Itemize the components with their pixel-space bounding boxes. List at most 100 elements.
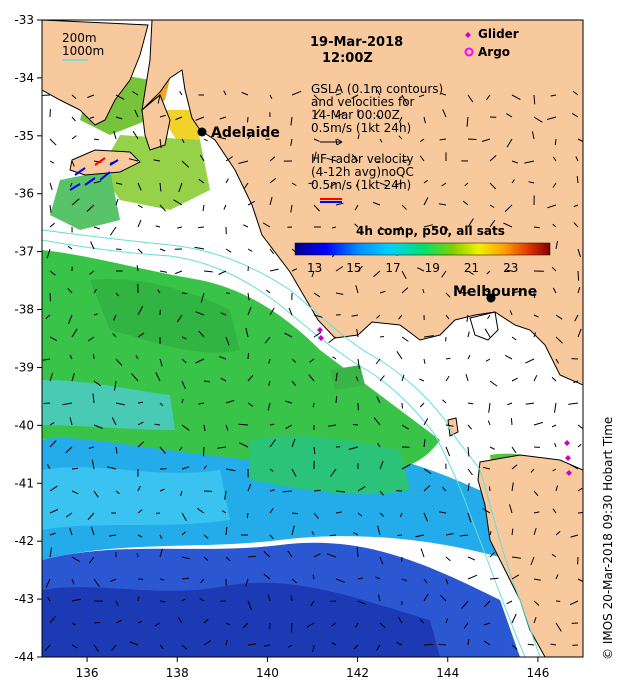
velocity-arrow	[509, 504, 513, 514]
velocity-arrow	[445, 556, 451, 562]
velocity-arrow	[107, 466, 117, 470]
velocity-arrow	[399, 512, 403, 518]
velocity-arrow	[379, 336, 385, 338]
velocity-arrow	[415, 534, 425, 538]
velocity-arrow	[328, 336, 337, 343]
y-tick-label: -40	[14, 418, 34, 432]
velocity-arrow	[533, 490, 539, 497]
velocity-arrow	[577, 328, 582, 338]
velocity-arrow	[181, 380, 186, 389]
velocity-arrow	[438, 643, 447, 646]
velocity-arrow	[267, 594, 271, 602]
velocity-arrow	[195, 358, 205, 364]
velocity-arrow	[198, 178, 205, 184]
velocity-arrow	[488, 486, 491, 492]
velocity-arrow	[291, 468, 297, 477]
velocity-arrow	[375, 576, 381, 580]
colorbar-ramp	[294, 242, 551, 256]
velocity-arrow	[418, 94, 425, 98]
velocity-arrow	[137, 596, 140, 602]
velocity-arrow	[511, 377, 518, 382]
velocity-arrow	[225, 556, 231, 562]
velocity-arrow	[394, 226, 403, 231]
annotation-line-5: HF radar velocity	[311, 152, 414, 166]
velocity-arrow	[555, 358, 559, 364]
velocity-arrow	[93, 380, 102, 387]
velocity-arrow	[137, 204, 143, 209]
velocity-arrow	[159, 138, 162, 148]
credit-text: © IMOS 20-Mar-2018 09:30 Hobart Time	[601, 417, 615, 660]
velocity-arrow	[313, 109, 321, 118]
velocity-arrow	[397, 616, 403, 624]
velocity-arrow	[115, 446, 118, 454]
velocity-arrow	[576, 176, 579, 184]
velocity-arrow	[220, 377, 227, 382]
velocity-arrow	[269, 156, 276, 162]
velocity-arrow	[71, 644, 78, 649]
velocity-arrow	[335, 396, 338, 404]
velocity-arrow	[489, 551, 495, 558]
velocity-arrow	[49, 547, 53, 558]
velocity-arrow	[506, 600, 513, 605]
velocity-arrow	[71, 198, 80, 206]
velocity-arrow	[375, 115, 381, 118]
velocity-arrow	[461, 600, 469, 609]
velocity-arrow	[489, 380, 498, 387]
velocity-arrow	[379, 490, 384, 496]
velocity-arrow	[401, 270, 407, 279]
velocity-arrow	[467, 218, 474, 228]
velocity-arrow	[269, 439, 276, 448]
velocity-arrow	[179, 91, 183, 96]
velocity-arrow	[137, 534, 143, 538]
velocity-arrow	[351, 314, 359, 317]
velocity-arrow	[555, 531, 561, 536]
velocity-arrow	[398, 116, 403, 123]
velocity-arrow	[90, 526, 95, 536]
velocity-arrow	[329, 182, 337, 188]
velocity-arrow	[530, 468, 535, 473]
velocity-arrow	[552, 156, 557, 162]
y-tick-label: -37	[14, 245, 34, 259]
velocity-arrow	[401, 159, 410, 162]
velocity-arrow	[313, 553, 321, 558]
velocity-arrow	[155, 225, 161, 228]
annotation-line-7: 0.5m/s (1kt 24h)	[311, 178, 411, 192]
velocity-arrow	[285, 424, 293, 430]
velocity-arrow	[485, 94, 491, 101]
annotation-line-2: and velocities for	[311, 95, 415, 109]
velocity-arrow	[533, 527, 537, 536]
velocity-arrow	[533, 617, 537, 624]
velocity-arrow	[173, 199, 183, 206]
velocity-arrow	[198, 226, 205, 229]
velocity-arrow	[441, 270, 447, 278]
velocity-arrow	[467, 424, 472, 430]
velocity-arrow	[291, 512, 299, 515]
velocity-arrow	[466, 314, 469, 322]
velocity-arrow	[506, 113, 513, 118]
velocity-arrow	[159, 600, 166, 603]
velocity-arrow	[510, 418, 513, 426]
velocity-arrow	[239, 442, 249, 448]
x-tick-label: 144	[436, 666, 459, 680]
velocity-arrow	[115, 402, 125, 406]
velocity-arrow	[355, 376, 359, 382]
plot-border	[41, 19, 584, 658]
colorbar-tick-label: 17	[385, 261, 400, 275]
velocity-arrow	[310, 600, 315, 607]
velocity-arrow	[71, 328, 78, 338]
velocity-arrow	[291, 90, 302, 96]
velocity-arrow	[87, 94, 95, 98]
velocity-arrow	[312, 574, 315, 580]
velocity-arrow	[398, 135, 403, 140]
velocity-arrow	[49, 138, 57, 146]
velocity-arrow	[573, 204, 579, 208]
velocity-arrow	[290, 138, 293, 146]
velocity-arrow	[445, 578, 449, 585]
velocity-arrow	[238, 160, 249, 164]
velocity-arrow	[181, 424, 190, 431]
velocity-arrow	[462, 200, 469, 206]
y-tick-label: -39	[14, 360, 34, 374]
velocity-arrow	[46, 248, 51, 259]
velocity-arrow	[396, 351, 403, 360]
velocity-arrow	[419, 402, 425, 408]
